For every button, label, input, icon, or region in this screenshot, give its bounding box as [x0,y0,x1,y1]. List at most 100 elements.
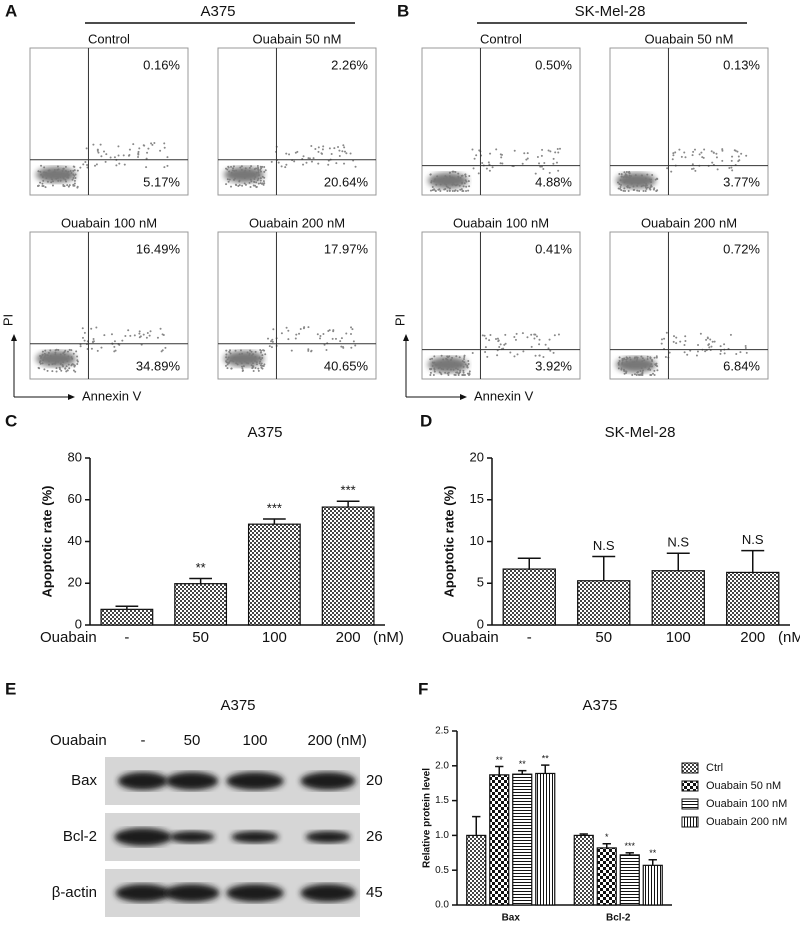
cell-dot [113,156,116,159]
cell-dot [680,155,683,158]
x-tick-label: 200 [336,629,361,646]
cell-dot [76,186,79,189]
cell-dot [146,151,149,154]
cell-dot [670,170,673,173]
significance-label: *** [624,841,635,851]
cell-dot [466,372,469,375]
cell-dot [538,354,541,357]
cell-dot [740,152,743,155]
cell-dot [76,355,79,358]
cell-dot [76,360,79,363]
cell-dot [259,182,262,185]
plot-title: Ouabain 200 nM [641,215,737,230]
cell-dot [146,332,149,335]
cell-dot [620,173,623,176]
legend-label: Ouabain 50 nM [706,780,781,792]
cell-dot [37,184,40,187]
panel-letter: F [418,679,428,698]
cell-dot [623,171,626,174]
cell-dot [440,354,443,357]
cell-dot [314,147,317,150]
cell-dot [455,355,458,358]
panel-letter: B [397,1,409,20]
cell-dot [73,364,76,367]
panel-letter: D [420,411,432,430]
cell-dot [244,183,247,186]
cell-dot [249,349,252,352]
cell-dot [542,356,545,359]
cell-dot [59,368,62,371]
cell-dot [633,188,636,191]
cell-dot [484,346,487,349]
cell-dot [302,327,305,330]
cell-dot [467,360,470,363]
cell-dot [237,185,240,188]
lane-label: - [141,732,146,749]
bar [535,772,556,906]
cell-dot [646,355,649,358]
blot-band [165,772,219,790]
cell-dot [307,348,310,351]
cell-dot [499,153,502,156]
cell-dot [316,333,319,336]
panel-letter: C [5,411,17,430]
cell-dot [294,337,297,340]
significance-label: N.S [667,535,689,550]
upper-right-percent: 2.26% [331,57,368,72]
cell-dot [498,346,501,349]
cell-dot [521,162,524,165]
cell-dot [468,185,471,188]
lower-right-percent: 5.17% [143,174,180,189]
error-bar [518,769,527,775]
cell-dot [64,165,67,168]
cell-dot [68,184,71,187]
cell-dot [84,160,87,163]
lower-right-percent: 4.88% [535,174,572,189]
cell-dot [620,189,623,192]
cell-dot [497,340,500,343]
cell-dot [547,347,550,350]
cell-dot [649,374,652,376]
cell-dot [72,369,75,372]
cell-dot [663,337,666,340]
cell-dot [46,369,49,372]
cell-cluster [224,166,264,183]
cell-dot [263,182,266,185]
cell-dot [261,367,264,370]
cell-dot [454,170,457,173]
x-axis-label: Annexin V [82,388,142,403]
cell-dot [228,350,231,353]
cell-dot [451,190,454,192]
cell-dot [260,349,263,352]
cell-dot [271,338,274,341]
cell-dot [558,147,561,150]
error-bar [666,552,690,571]
cell-dot [735,353,738,356]
cell-dot [319,334,322,337]
cell-dot [255,181,258,184]
y-tick-label: 20 [68,575,82,590]
cell-dot [90,327,93,330]
legend-label: Ctrl [706,762,723,774]
cell-dot [635,374,638,376]
cell-dot [121,339,124,342]
cell-dot [489,333,492,336]
group-title: A375 [200,3,235,20]
cell-dot [429,374,432,376]
cell-dot [705,338,708,341]
cell-dot [342,346,345,349]
cell-dot [461,374,464,376]
cell-dot [485,167,488,170]
cell-dot [645,187,648,190]
cell-dot [731,169,734,172]
cell-dot [113,345,116,348]
row-label: Bcl-2 [63,828,97,845]
x-tick-label: - [124,629,129,646]
cell-dot [340,345,343,348]
error-bar [592,555,616,581]
cell-dot [744,345,747,348]
cell-dot [666,167,669,170]
cell-dot [55,367,58,370]
cell-dot [156,336,159,339]
